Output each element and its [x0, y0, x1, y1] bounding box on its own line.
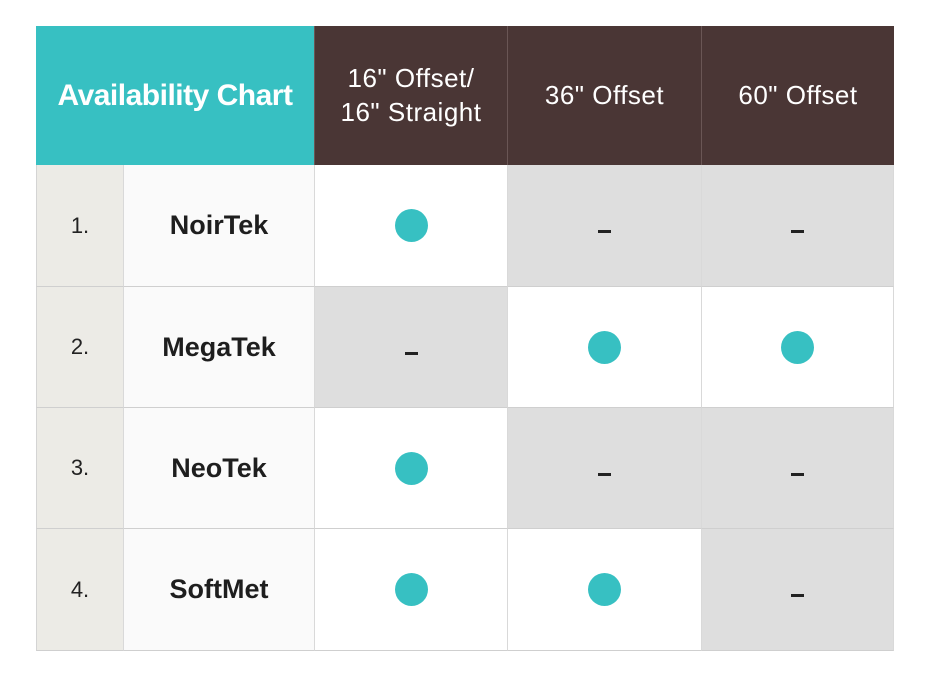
- unavailable-dash-icon: [791, 472, 804, 476]
- row-number: 4.: [36, 529, 123, 651]
- unavailable-dash-icon: [598, 230, 611, 233]
- availability-cell-unavailable: [701, 165, 894, 287]
- availability-chart: Availability Chart 16" Offset/ 16" Strai…: [36, 26, 894, 651]
- available-dot-icon: [394, 209, 428, 242]
- available-dot-icon: [394, 573, 428, 606]
- column-header: 16" Offset/ 16" Straight: [314, 26, 507, 165]
- availability-cell-available: [314, 408, 507, 529]
- unavailable-dash-icon: [598, 472, 611, 476]
- chart-title: Availability Chart: [36, 26, 314, 165]
- availability-cell-available: [314, 165, 507, 287]
- product-name: SoftMet: [123, 529, 314, 651]
- availability-cell-unavailable: [507, 408, 701, 529]
- column-header: 36" Offset: [507, 26, 701, 165]
- row-number: 2.: [36, 287, 123, 408]
- unavailable-dash-icon: [791, 594, 804, 597]
- product-name: NoirTek: [123, 165, 314, 287]
- row-number: 1.: [36, 165, 123, 287]
- availability-cell-available: [507, 287, 701, 408]
- availability-cell-unavailable: [314, 287, 507, 408]
- available-dot-icon: [588, 573, 621, 606]
- product-name: MegaTek: [123, 287, 314, 408]
- availability-cell-unavailable: [507, 165, 701, 287]
- product-name: NeoTek: [123, 408, 314, 529]
- row-number: 3.: [36, 408, 123, 529]
- available-dot-icon: [781, 330, 814, 364]
- available-dot-icon: [394, 451, 428, 485]
- available-dot-icon: [588, 330, 621, 364]
- column-header: 60" Offset: [701, 26, 894, 165]
- unavailable-dash-icon: [791, 230, 804, 233]
- availability-cell-available: [507, 529, 701, 651]
- availability-cell-unavailable: [701, 408, 894, 529]
- availability-cell-available: [701, 287, 894, 408]
- unavailable-dash-icon: [404, 351, 418, 355]
- availability-cell-available: [314, 529, 507, 651]
- availability-cell-unavailable: [701, 529, 894, 651]
